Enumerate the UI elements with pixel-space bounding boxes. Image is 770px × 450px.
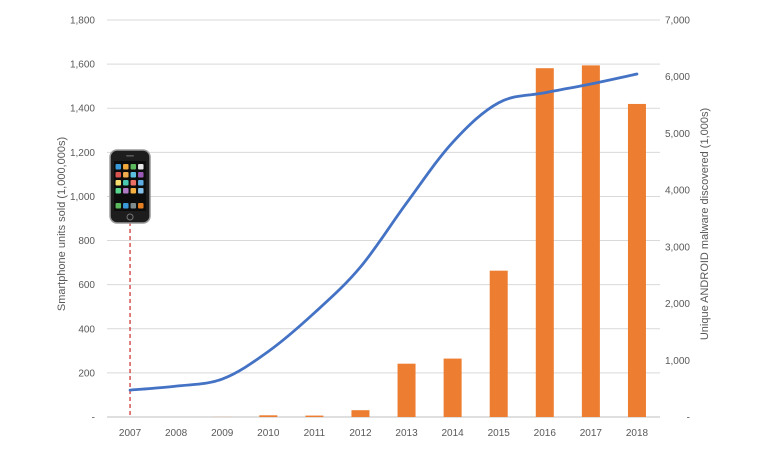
right-tick-label: 4,000 bbox=[665, 186, 690, 197]
x-tick-label: 2007 bbox=[119, 428, 142, 439]
x-tick-label: 2015 bbox=[488, 428, 511, 439]
right-tick-label: 1,000 bbox=[665, 356, 690, 367]
left-tick-label: 800 bbox=[78, 236, 95, 247]
annotation-2007 bbox=[109, 149, 151, 417]
right-axis-ticks: - 1,000 2,000 3,000 4,000 5,000 6,000 7,000 bbox=[665, 16, 690, 424]
malware-bar bbox=[351, 410, 370, 417]
malware-bar bbox=[305, 415, 324, 417]
smartphone-sales-line bbox=[128, 72, 639, 392]
x-axis-ticks: 2007 2008 2009 2010 2011 2012 2013 2014 2015 2016… bbox=[119, 428, 649, 439]
left-tick-label: 1,200 bbox=[70, 148, 95, 159]
left-tick-label: 1,800 bbox=[70, 16, 95, 27]
gridlines bbox=[107, 19, 660, 418]
malware-bar bbox=[397, 363, 416, 417]
left-tick-label: 1,000 bbox=[70, 192, 95, 203]
left-tick-label: 600 bbox=[78, 280, 95, 291]
malware-bars bbox=[213, 65, 646, 418]
left-axis-ticks: - 200 400 600 800 1,000 1,200 1,400 1,600 1,800 bbox=[70, 16, 95, 424]
malware-bar bbox=[259, 415, 278, 417]
left-axis-title: Smartphone units sold (1,000,000s) bbox=[56, 137, 68, 311]
right-tick-label: - bbox=[687, 413, 690, 424]
x-tick-label: 2013 bbox=[395, 428, 418, 439]
right-axis-title: Unique ANDROID malware discovered (1,000… bbox=[699, 108, 711, 340]
left-tick-label: - bbox=[92, 413, 95, 424]
left-tick-label: 1,600 bbox=[70, 60, 95, 71]
right-tick-label: 5,000 bbox=[665, 129, 690, 140]
smartphone-icon bbox=[109, 149, 151, 224]
left-tick-label: 200 bbox=[78, 368, 95, 379]
x-tick-label: 2009 bbox=[211, 428, 234, 439]
smartphone-line bbox=[128, 72, 639, 392]
right-tick-label: 2,000 bbox=[665, 299, 690, 310]
right-tick-label: 3,000 bbox=[665, 242, 690, 253]
malware-bar bbox=[535, 68, 554, 417]
malware-bar bbox=[627, 103, 646, 418]
malware-bar bbox=[443, 358, 462, 417]
left-tick-label: 400 bbox=[78, 324, 95, 335]
x-tick-label: 2017 bbox=[580, 428, 603, 439]
x-tick-label: 2016 bbox=[534, 428, 557, 439]
x-tick-label: 2008 bbox=[165, 428, 188, 439]
left-tick-label: 1,400 bbox=[70, 104, 95, 115]
malware-bar bbox=[489, 270, 508, 417]
x-tick-label: 2014 bbox=[442, 428, 465, 439]
x-tick-label: 2018 bbox=[626, 428, 649, 439]
x-tick-label: 2011 bbox=[304, 428, 326, 439]
right-tick-label: 6,000 bbox=[665, 72, 690, 83]
right-tick-label: 7,000 bbox=[665, 16, 690, 27]
x-tick-label: 2010 bbox=[257, 428, 280, 439]
x-tick-label: 2012 bbox=[349, 428, 372, 439]
malware-bar bbox=[581, 65, 600, 417]
